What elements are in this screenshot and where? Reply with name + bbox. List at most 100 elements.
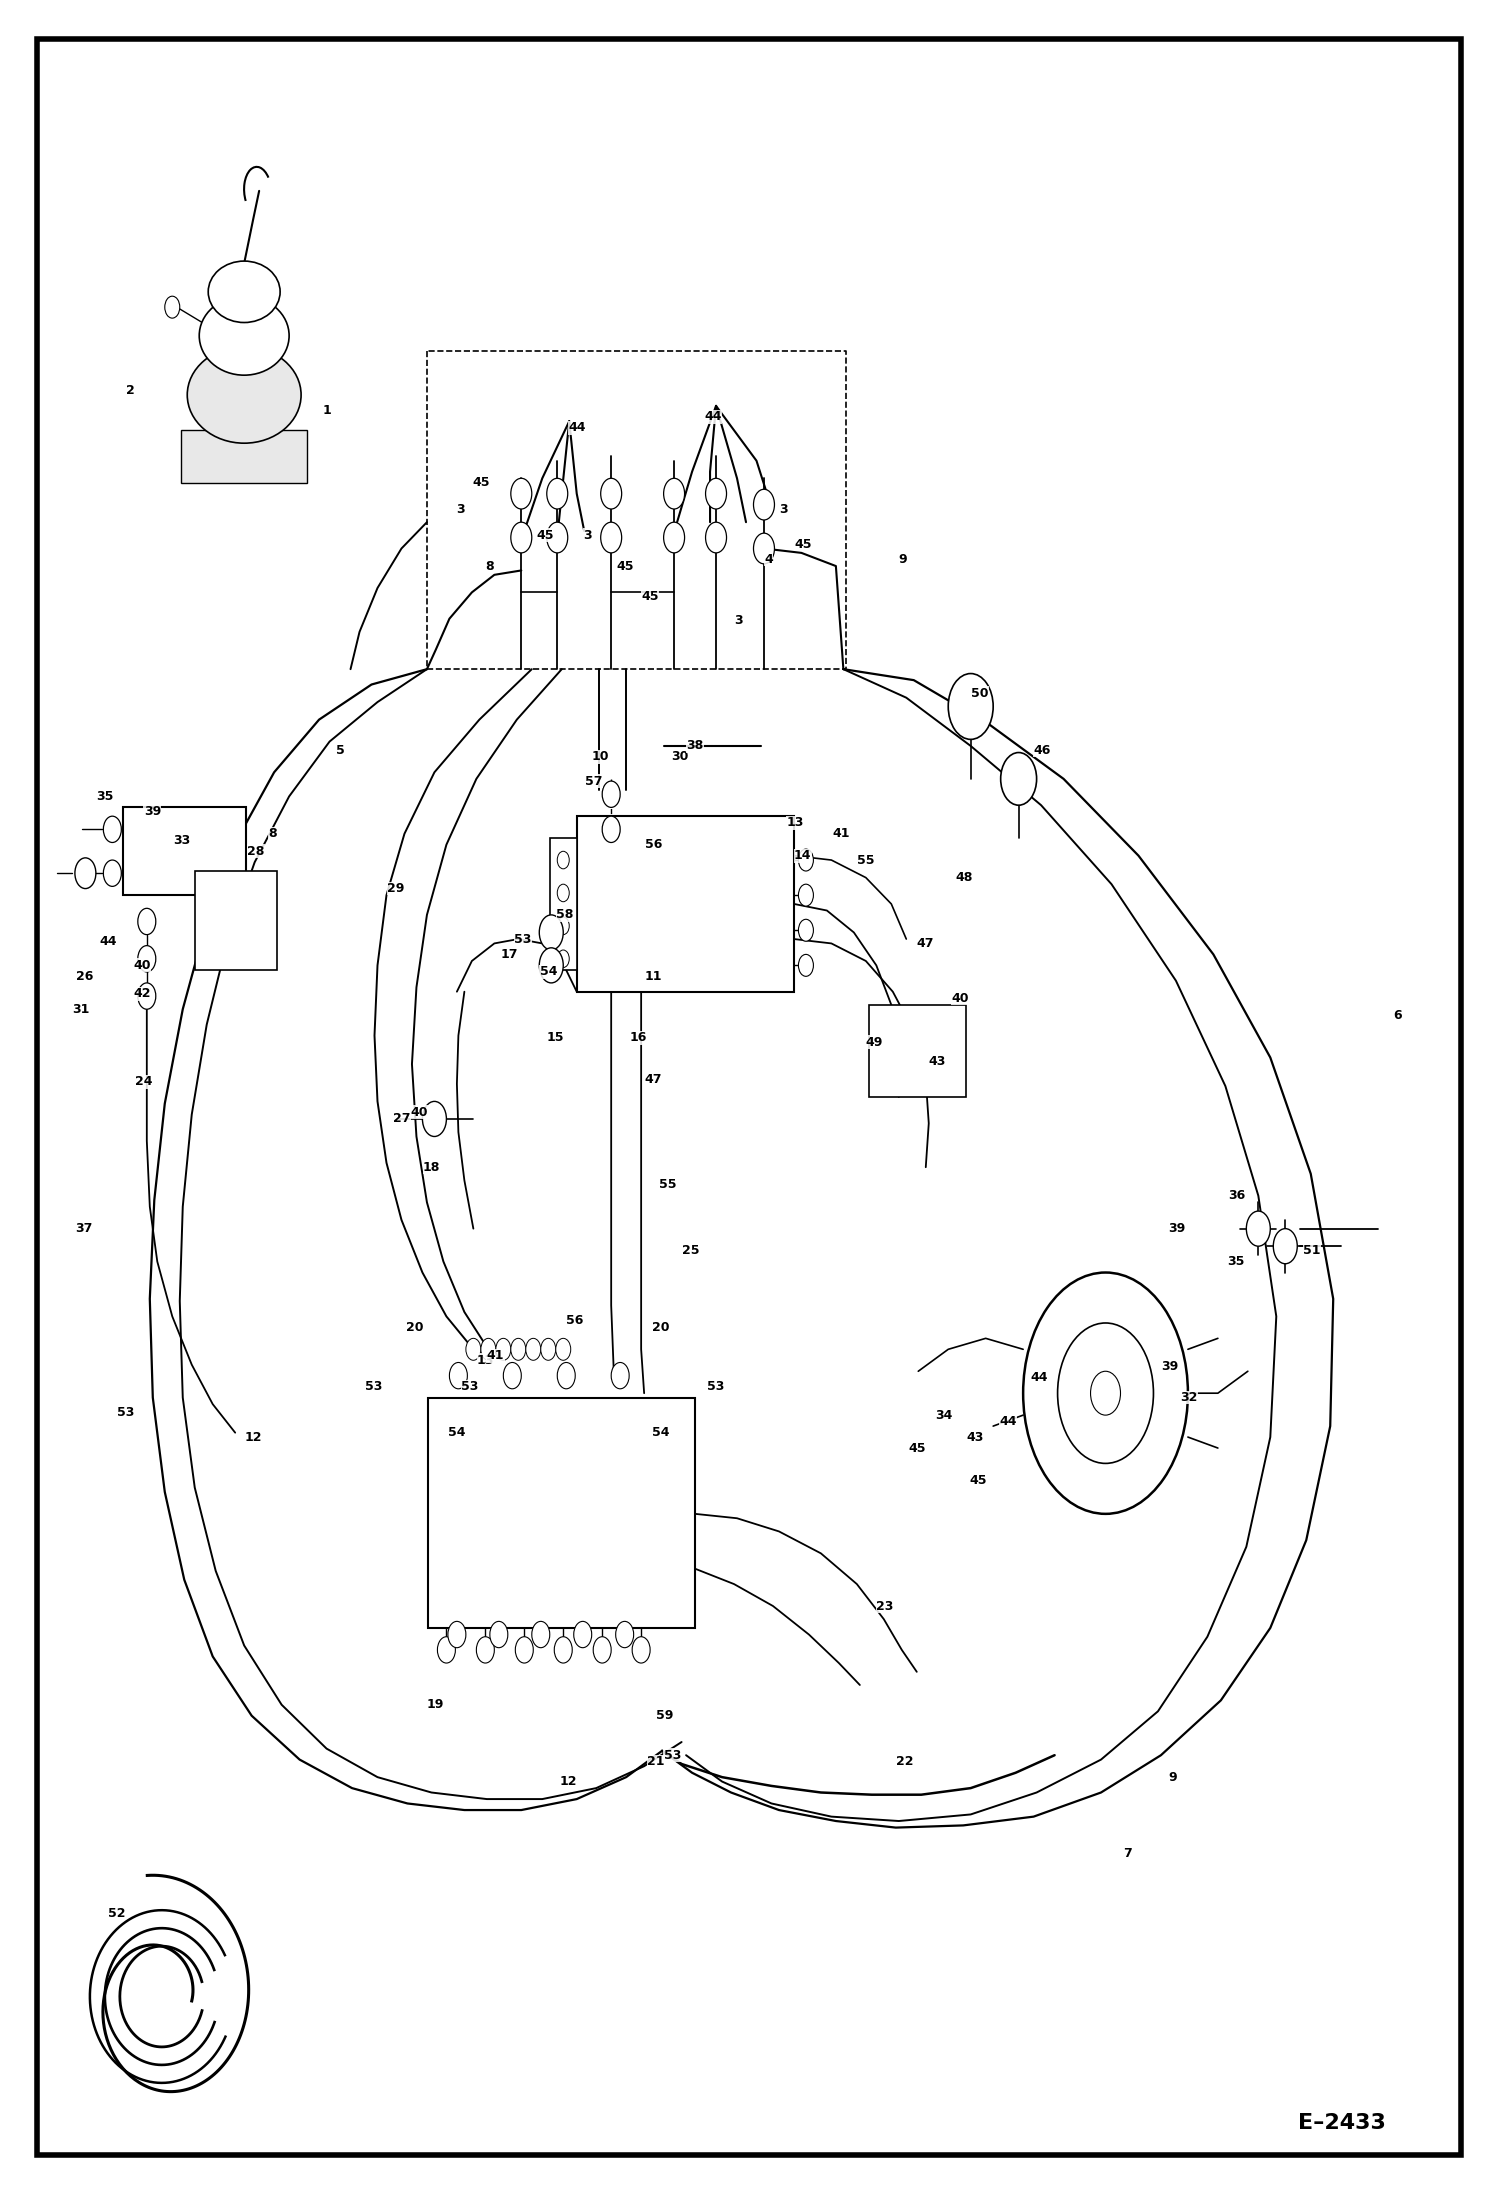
Circle shape (557, 950, 569, 968)
Text: 40: 40 (951, 992, 969, 1005)
Text: 39: 39 (1161, 1360, 1179, 1373)
Text: 24: 24 (135, 1075, 153, 1088)
Text: 52: 52 (108, 1907, 126, 1920)
Circle shape (706, 478, 727, 509)
Text: 21: 21 (647, 1755, 665, 1768)
Text: 7: 7 (1124, 1847, 1132, 1861)
Circle shape (511, 522, 532, 553)
Circle shape (602, 816, 620, 842)
Circle shape (511, 478, 532, 509)
Circle shape (554, 1637, 572, 1663)
Circle shape (496, 1338, 511, 1360)
Circle shape (1001, 753, 1037, 805)
Circle shape (515, 1637, 533, 1663)
Text: 53: 53 (664, 1749, 682, 1762)
Text: 54: 54 (539, 965, 557, 979)
Circle shape (798, 884, 813, 906)
Text: 56: 56 (644, 838, 662, 851)
Text: 11: 11 (644, 970, 662, 983)
Text: 13: 13 (786, 816, 804, 829)
Text: 3: 3 (455, 502, 464, 516)
Text: 45: 45 (616, 559, 634, 573)
Text: 44: 44 (999, 1415, 1017, 1428)
Text: 34: 34 (935, 1409, 953, 1422)
Circle shape (798, 919, 813, 941)
Text: 45: 45 (908, 1441, 926, 1455)
Circle shape (557, 1362, 575, 1389)
Text: 35: 35 (96, 790, 114, 803)
Circle shape (138, 983, 156, 1009)
Ellipse shape (208, 261, 280, 323)
Text: 16: 16 (629, 1031, 647, 1044)
Circle shape (574, 1621, 592, 1648)
Text: 44: 44 (704, 410, 722, 423)
Text: 47: 47 (917, 937, 935, 950)
Text: 45: 45 (794, 538, 812, 551)
Circle shape (602, 781, 620, 807)
Text: 51: 51 (1303, 1244, 1321, 1257)
Text: 45: 45 (969, 1474, 987, 1488)
Text: 17: 17 (500, 948, 518, 961)
Ellipse shape (199, 296, 289, 375)
Text: 12: 12 (244, 1430, 262, 1444)
Circle shape (437, 1637, 455, 1663)
Circle shape (547, 522, 568, 553)
Bar (577, 816, 794, 992)
Text: 6: 6 (1393, 1009, 1402, 1022)
Text: 22: 22 (896, 1755, 914, 1768)
Circle shape (490, 1621, 508, 1648)
Text: 49: 49 (866, 1036, 884, 1049)
Circle shape (664, 478, 685, 509)
Text: 53: 53 (117, 1406, 135, 1420)
Circle shape (466, 1338, 481, 1360)
Text: 8: 8 (485, 559, 494, 573)
Text: 46: 46 (1034, 744, 1052, 757)
Circle shape (541, 1338, 556, 1360)
Text: 41: 41 (833, 827, 851, 840)
Text: 39: 39 (1168, 1222, 1186, 1235)
Text: 1: 1 (322, 404, 331, 417)
Text: 20: 20 (652, 1321, 670, 1334)
Text: 18: 18 (422, 1161, 440, 1174)
Text: 25: 25 (682, 1244, 700, 1257)
Text: 14: 14 (794, 849, 812, 862)
Text: 40: 40 (133, 959, 151, 972)
Circle shape (1091, 1371, 1121, 1415)
Text: 4: 4 (764, 553, 773, 566)
Circle shape (547, 478, 568, 509)
Text: 19: 19 (427, 1698, 445, 1711)
Circle shape (798, 954, 813, 976)
Text: 8: 8 (268, 827, 277, 840)
Text: 57: 57 (584, 774, 602, 788)
Text: E–2433: E–2433 (1297, 2113, 1386, 2133)
Text: 54: 54 (448, 1426, 466, 1439)
Circle shape (422, 1101, 446, 1136)
Circle shape (593, 1637, 611, 1663)
Text: 56: 56 (566, 1314, 584, 1327)
Text: 39: 39 (144, 805, 162, 818)
Text: 58: 58 (556, 908, 574, 921)
Circle shape (1023, 1273, 1188, 1514)
Circle shape (1273, 1229, 1297, 1264)
Text: 15: 15 (547, 1031, 565, 1044)
Text: 37: 37 (75, 1222, 93, 1235)
Bar (181, 430, 307, 483)
Text: 10: 10 (592, 750, 610, 764)
Bar (195, 871, 277, 970)
Text: 53: 53 (364, 1380, 382, 1393)
Bar (123, 807, 246, 895)
Text: 3: 3 (734, 614, 743, 627)
Circle shape (706, 522, 727, 553)
Circle shape (481, 1338, 496, 1360)
Text: 43: 43 (929, 1055, 947, 1068)
Circle shape (165, 296, 180, 318)
Text: 9: 9 (1168, 1771, 1177, 1784)
Text: 44: 44 (568, 421, 586, 434)
Circle shape (664, 522, 685, 553)
Text: 3: 3 (779, 502, 788, 516)
Circle shape (532, 1621, 550, 1648)
Text: 5: 5 (336, 744, 345, 757)
Circle shape (1246, 1211, 1270, 1246)
Text: 26: 26 (75, 970, 93, 983)
Text: 12: 12 (559, 1775, 577, 1788)
